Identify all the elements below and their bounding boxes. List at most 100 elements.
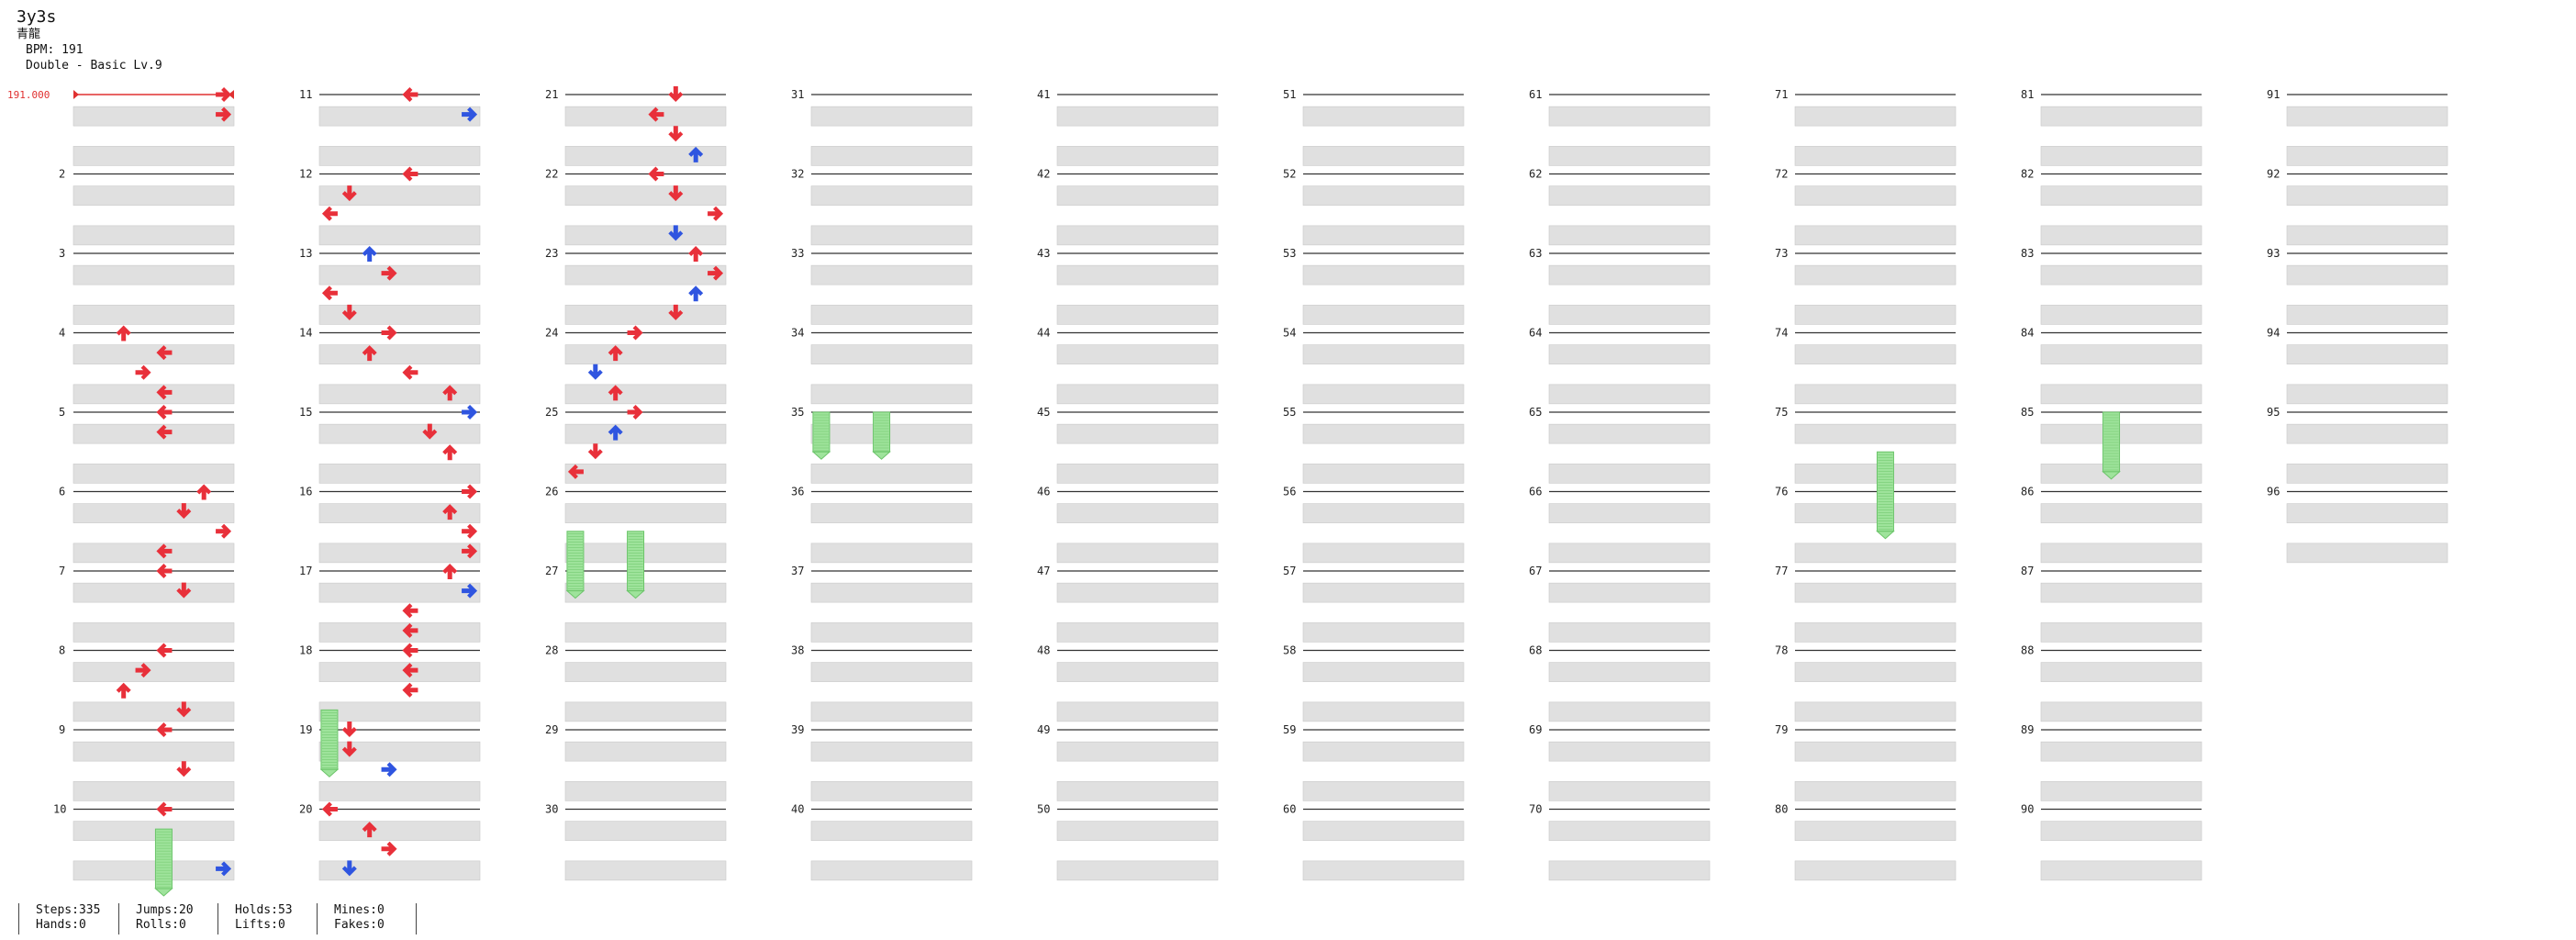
measure-59 <box>1302 729 1465 801</box>
measure-74 <box>1794 331 1957 405</box>
beat-row <box>2286 106 2448 127</box>
beat-row <box>810 225 973 246</box>
beat-row <box>1302 423 1465 444</box>
measure-number: 37 <box>791 565 804 577</box>
measure-number: 73 <box>1775 247 1788 260</box>
beat-row <box>1056 701 1219 722</box>
beat-row <box>1548 582 1711 603</box>
beat-row <box>1056 423 1219 444</box>
measure-25 <box>564 411 727 484</box>
measure-86 <box>2040 490 2202 564</box>
measure-26 <box>564 490 727 564</box>
arrow-left-icon <box>402 622 418 638</box>
measure-16 <box>318 490 481 564</box>
beat-row <box>2040 701 2202 722</box>
beat-row <box>2040 503 2202 523</box>
beat-row <box>564 582 727 603</box>
measure-number: 81 <box>2021 88 2034 101</box>
measure-53 <box>1302 252 1465 325</box>
beat-row <box>1548 821 1711 841</box>
measure-number: 54 <box>1283 327 1296 340</box>
measure-number: 27 <box>545 565 558 577</box>
beat-row <box>1302 305 1465 325</box>
measure-number: 23 <box>545 247 558 260</box>
measure-number: 60 <box>1283 803 1296 816</box>
beat-row <box>1548 384 1711 405</box>
beat-row <box>2286 423 2448 444</box>
arrow-down-icon <box>341 722 357 737</box>
beat-row <box>1548 423 1711 444</box>
beat-row <box>1056 106 1219 127</box>
measure-number: 91 <box>2267 88 2280 101</box>
beat-row <box>810 741 973 762</box>
beat-row <box>1548 781 1711 801</box>
measure-19 <box>318 729 481 801</box>
beat-row <box>810 146 973 166</box>
measure-number: 21 <box>545 88 558 101</box>
stat-fakes: Fakes:0 <box>334 918 385 932</box>
beat-row <box>1302 503 1465 523</box>
beat-row <box>1056 384 1219 405</box>
arrow-up-icon <box>362 822 377 838</box>
measure-number: 15 <box>299 406 312 419</box>
hold-note <box>319 709 340 778</box>
measure-43 <box>1056 252 1219 325</box>
beat-row <box>1794 741 1957 762</box>
beat-row <box>1056 225 1219 246</box>
arrow-right-icon <box>627 325 643 341</box>
measure-54 <box>1302 331 1465 405</box>
beat-row <box>1302 344 1465 364</box>
measure-number: 88 <box>2021 644 2034 657</box>
beat-row <box>318 741 481 762</box>
beat-row <box>1056 146 1219 166</box>
arrow-right-icon <box>381 841 397 856</box>
beat-row <box>72 662 235 682</box>
measure-number: 40 <box>791 803 804 816</box>
measure-28 <box>564 649 727 722</box>
measure-34 <box>810 331 973 405</box>
measure-27 <box>564 570 727 643</box>
arrow-right-icon <box>216 87 232 102</box>
measure-number: 48 <box>1037 644 1050 657</box>
song-title: 3y3s <box>17 7 57 27</box>
beat-row <box>564 305 727 325</box>
beat-row <box>1056 741 1219 762</box>
measure-number: 22 <box>545 168 558 181</box>
arrow-down-icon <box>176 701 192 718</box>
arrow-left-icon <box>402 364 418 380</box>
measure-number: 20 <box>299 803 312 816</box>
beat-row <box>810 264 973 285</box>
beat-row <box>1056 662 1219 682</box>
measure-73 <box>1794 252 1957 325</box>
beat-row <box>1548 464 1711 484</box>
measure-57 <box>1302 570 1465 643</box>
arrow-right-icon <box>462 523 478 539</box>
measure-number: 83 <box>2021 247 2034 260</box>
beat-row <box>1302 860 1465 881</box>
beat-row <box>1302 384 1465 405</box>
beat-row <box>564 464 727 484</box>
beat-row <box>1302 622 1465 643</box>
beat-row <box>318 305 481 325</box>
stat-holds: Holds:53 <box>235 903 293 917</box>
beat-row <box>318 464 481 484</box>
beat-row <box>1548 264 1711 285</box>
beat-row <box>1794 384 1957 405</box>
arrow-up-icon <box>362 246 377 262</box>
measure-number: 5 <box>59 406 65 419</box>
measure-78 <box>1794 649 1957 722</box>
measure-35 <box>810 411 973 484</box>
measure-number: 8 <box>59 644 65 657</box>
measure-21 <box>564 94 727 166</box>
arrow-down-icon <box>668 126 684 142</box>
beat-row <box>1794 106 1957 127</box>
arrow-left-icon <box>402 166 418 182</box>
beat-row <box>564 622 727 643</box>
beat-row <box>318 264 481 285</box>
measure-number: 18 <box>299 644 312 657</box>
measure-number: 96 <box>2267 486 2280 498</box>
beat-row <box>1056 503 1219 523</box>
beat-row <box>1794 543 1957 564</box>
beat-row <box>2040 225 2202 246</box>
measure-69 <box>1548 729 1711 801</box>
